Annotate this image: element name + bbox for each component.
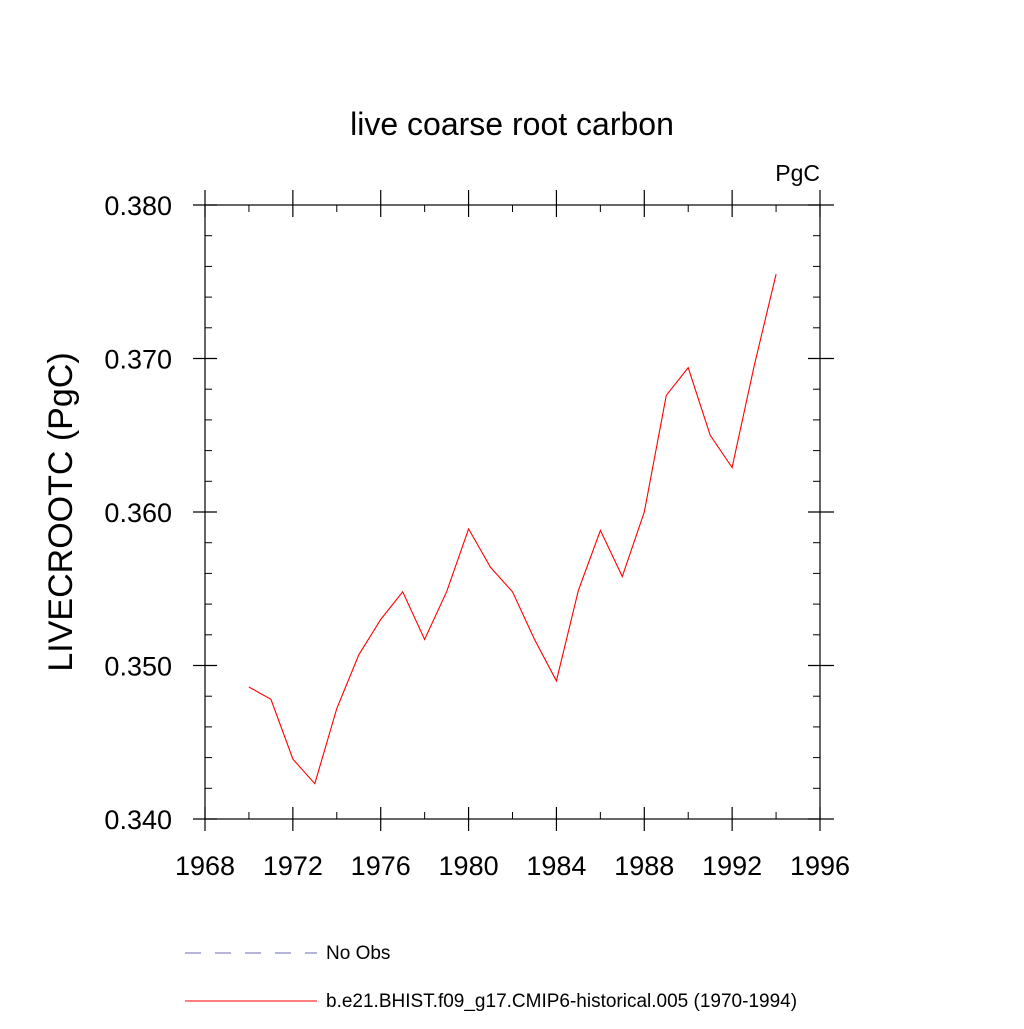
x-tick-label: 1988 bbox=[614, 851, 674, 881]
x-tick-label: 1976 bbox=[351, 851, 411, 881]
legend-label-no-obs: No Obs bbox=[326, 943, 390, 964]
legend-label-historical: b.e21.BHIST.f09_g17.CMIP6-historical.005… bbox=[326, 991, 797, 1012]
x-tick-label: 1980 bbox=[439, 851, 499, 881]
x-tick-label: 1984 bbox=[526, 851, 586, 881]
y-tick-label: 0.340 bbox=[104, 805, 172, 835]
x-tick-label: 1992 bbox=[702, 851, 762, 881]
y-axis-label: LIVECROOTC (PgC) bbox=[42, 352, 80, 671]
series-line-historical bbox=[248, 273, 777, 785]
x-tick-label: 1996 bbox=[790, 851, 850, 881]
y-tick-label: 0.380 bbox=[104, 191, 172, 221]
chart-title: live coarse root carbon bbox=[350, 106, 674, 142]
axis-ticks: 1968 1972 1976 1980 1984 1988 1992 1996 0.340 0.3… bbox=[104, 190, 850, 881]
legend: No Obs b.e21.BHIST.f09_g17.CMIP6-histori… bbox=[185, 943, 797, 1012]
x-tick-label: 1968 bbox=[175, 851, 235, 881]
series-layer bbox=[248, 273, 777, 785]
y-tick-label: 0.370 bbox=[104, 345, 172, 375]
plot-frame bbox=[204, 204, 821, 820]
x-tick-label: 1972 bbox=[263, 851, 323, 881]
y-tick-label: 0.360 bbox=[104, 498, 172, 528]
units-label: PgC bbox=[775, 160, 820, 186]
y-tick-label: 0.350 bbox=[104, 652, 172, 682]
